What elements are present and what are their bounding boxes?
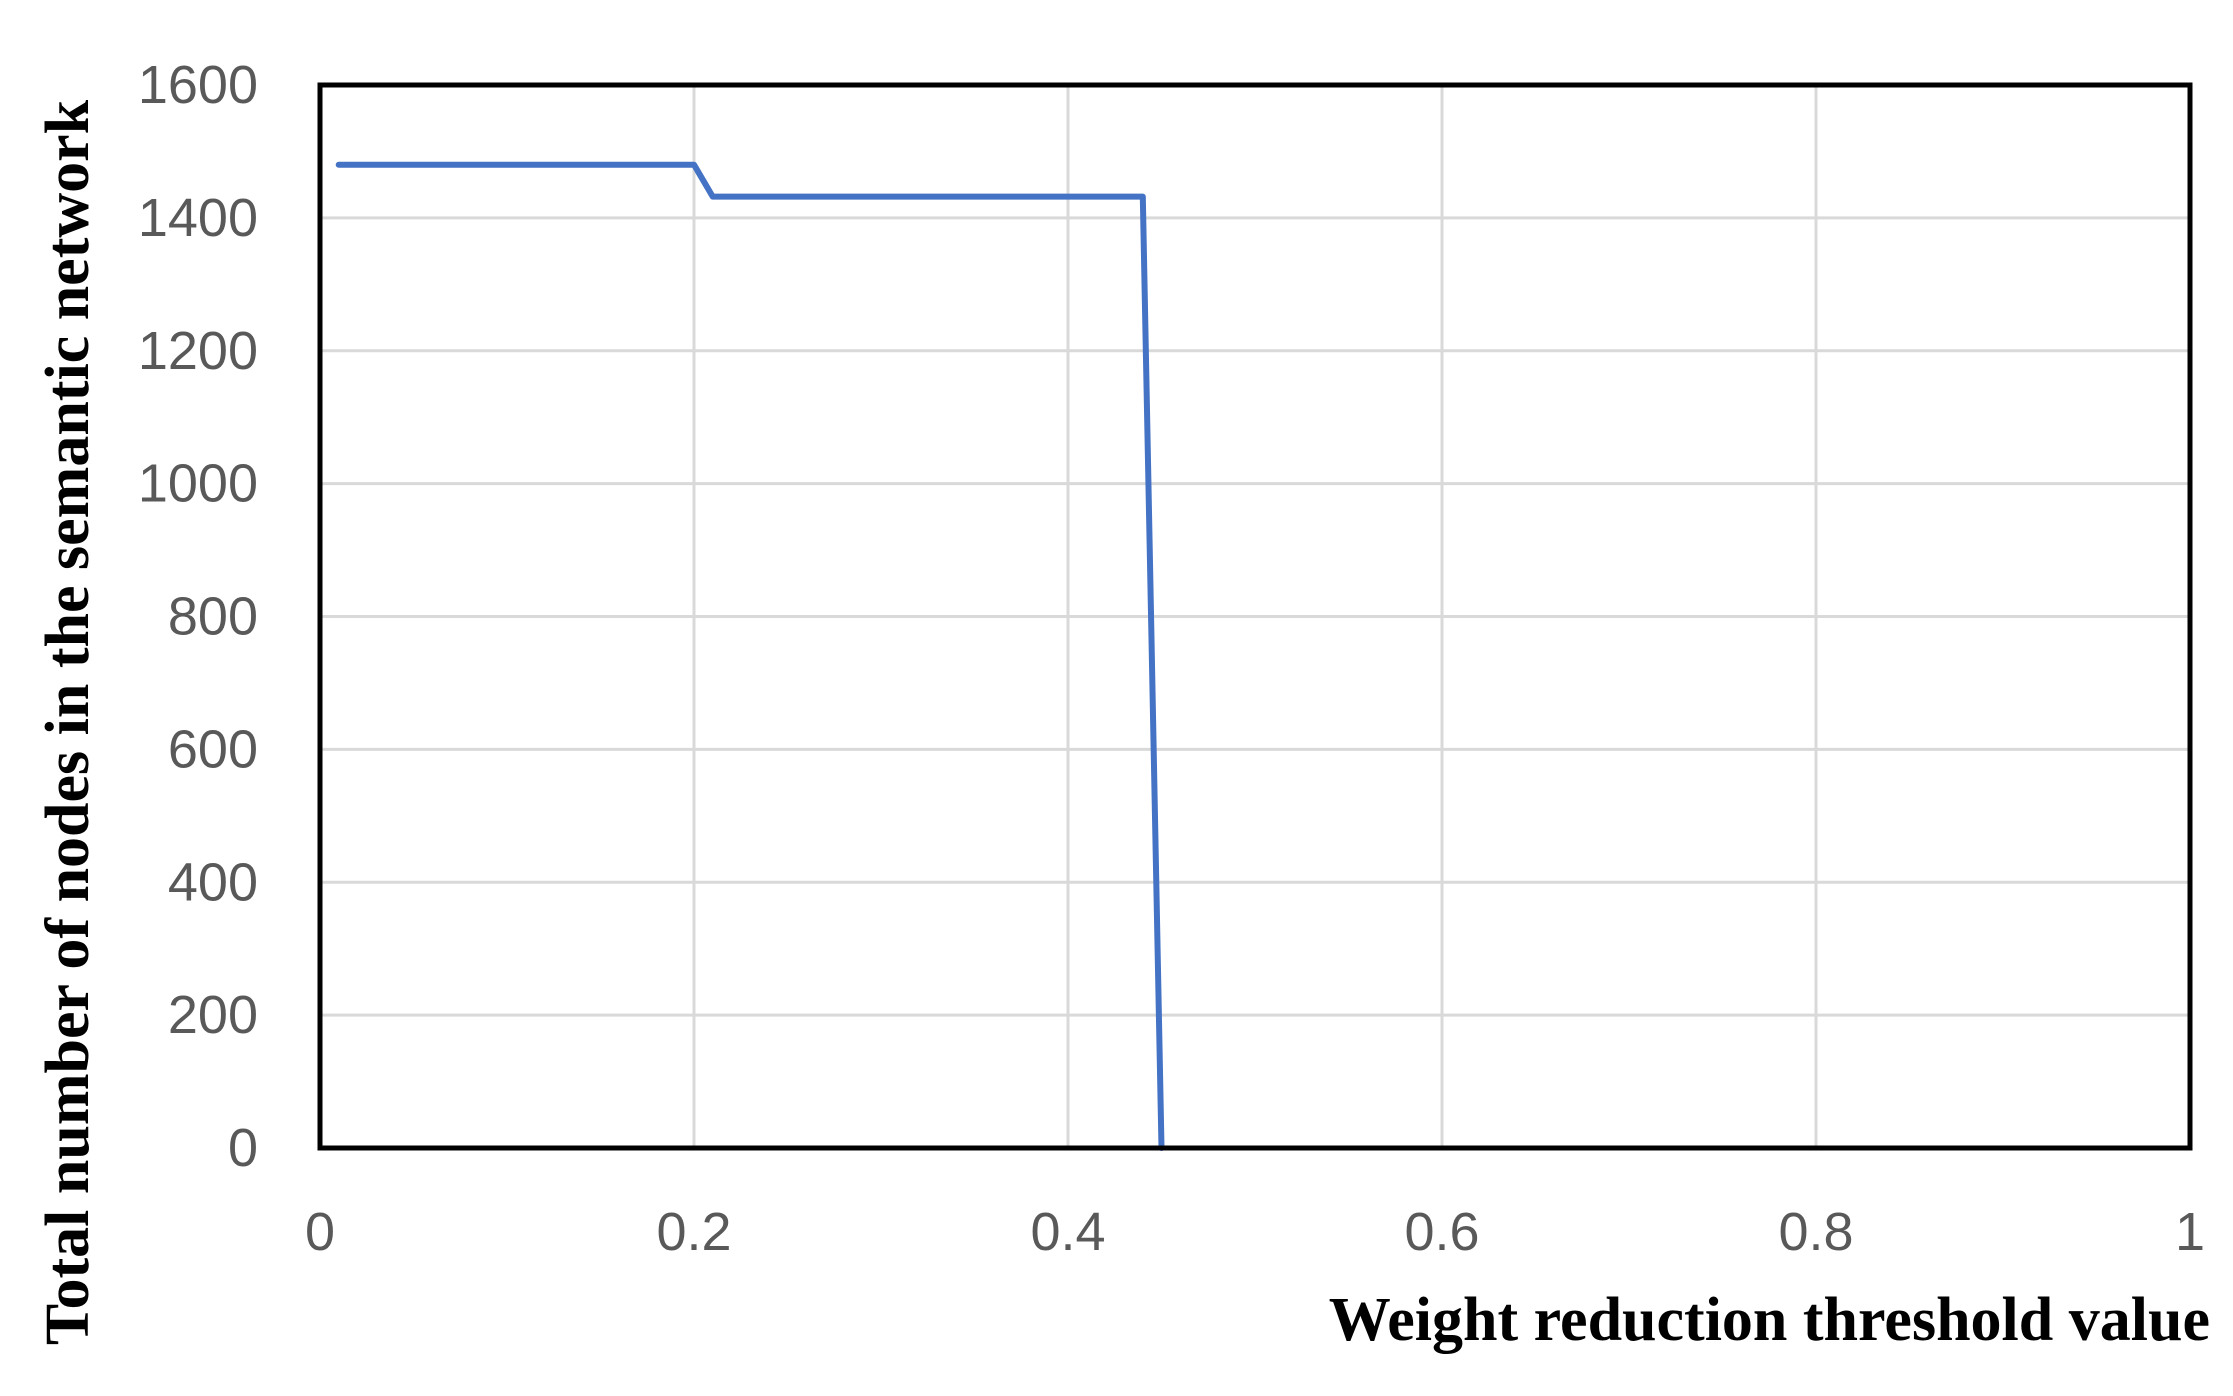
x-axis-tick-labels: 0 0.2 0.4 0.6 0.8 1 [305, 1202, 2205, 1262]
plot-frame [317, 82, 2193, 1151]
y-tick-label: 1600 [138, 55, 258, 115]
y-axis-tick-labels: 0 200 400 600 800 1000 1200 1400 1600 [138, 55, 258, 1178]
y-tick-label: 400 [168, 852, 258, 912]
y-axis-title: Total number of nodes in the semantic ne… [34, 99, 102, 1345]
x-tick-label: 0.8 [1778, 1202, 1853, 1262]
x-tick-label: 0 [305, 1202, 335, 1262]
x-tick-label: 0.4 [1030, 1202, 1105, 1262]
y-tick-label: 800 [168, 587, 258, 647]
y-tick-label: 200 [168, 985, 258, 1045]
y-tick-label: 1400 [138, 188, 258, 248]
x-tick-label: 0.6 [1404, 1202, 1479, 1262]
y-tick-label: 600 [168, 719, 258, 779]
x-axis-title: Weight reduction threshold value [1329, 1286, 2210, 1354]
x-tick-label: 0.2 [656, 1202, 731, 1262]
y-tick-label: 0 [228, 1118, 258, 1178]
x-tick-label: 1 [2175, 1202, 2205, 1262]
series-layer [335, 161, 1165, 1151]
grid-lines [320, 85, 2190, 1148]
y-tick-label: 1200 [138, 321, 258, 381]
y-tick-label: 1000 [138, 454, 258, 514]
series-line [335, 161, 1165, 1151]
